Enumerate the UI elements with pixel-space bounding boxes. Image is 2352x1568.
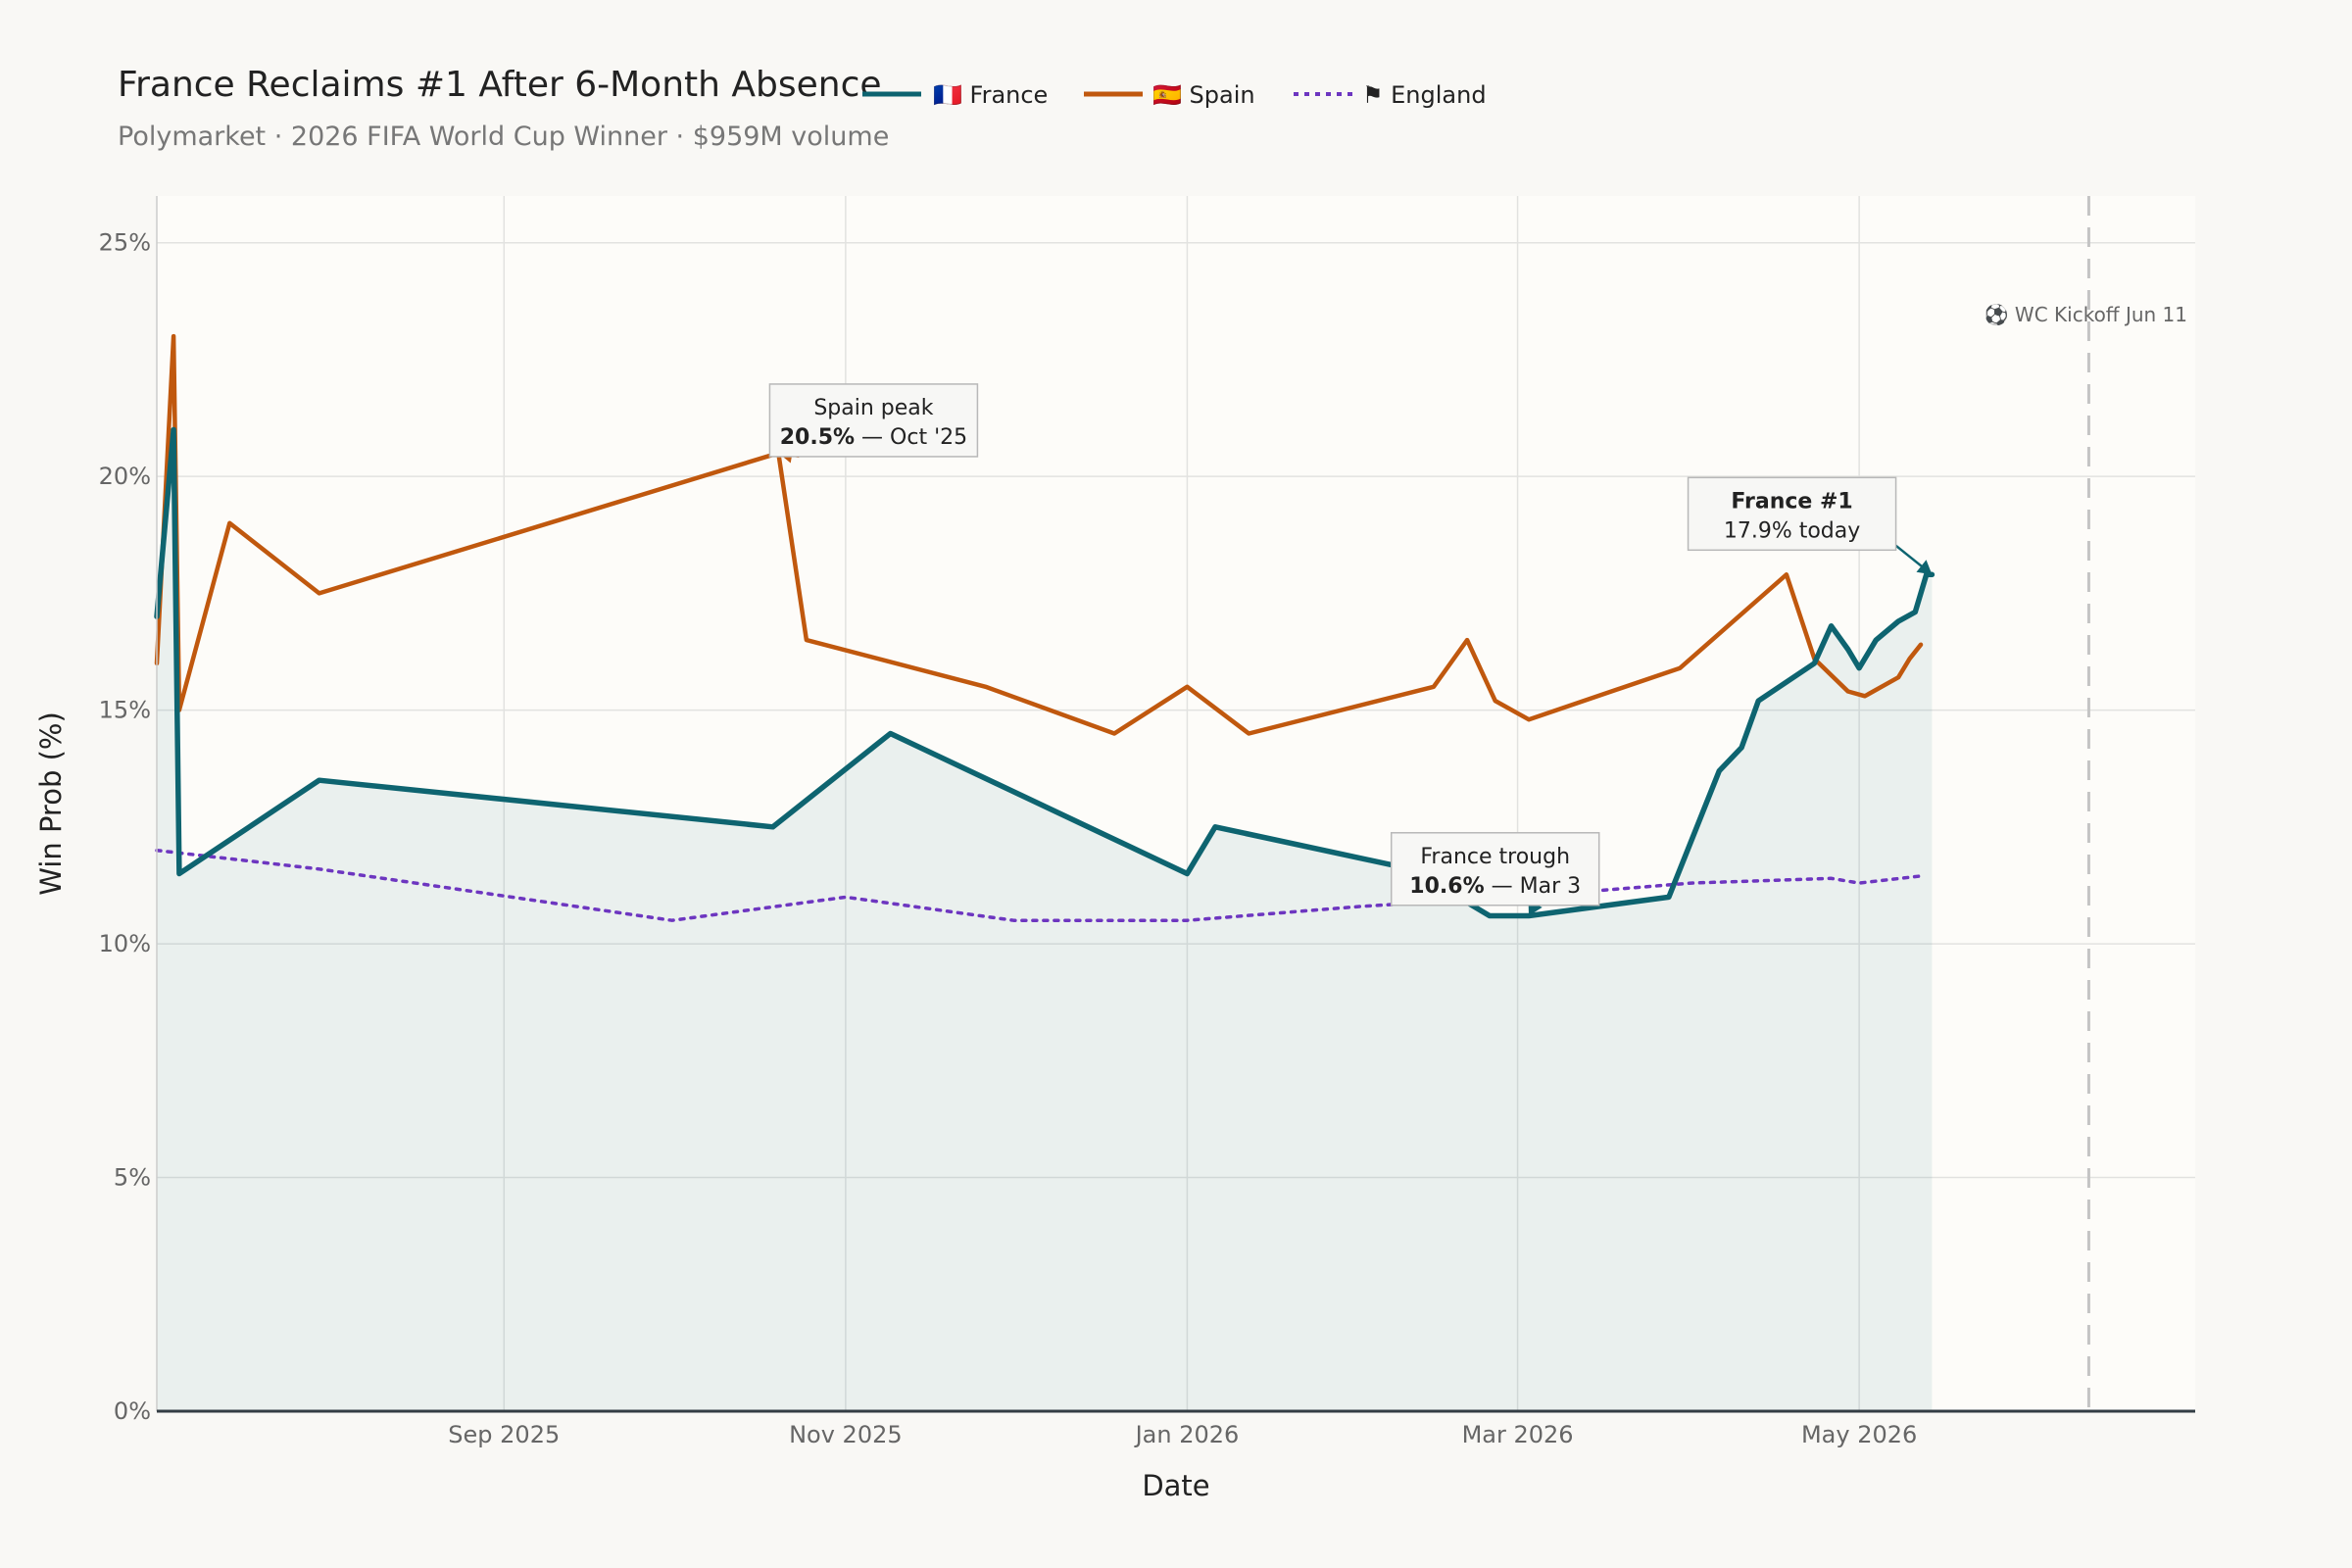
- series-layer: [154, 333, 1936, 922]
- y-tick-label: 0%: [114, 1397, 151, 1425]
- kickoff-marker-label: ⚽ WC Kickoff Jun 11: [1984, 303, 2187, 326]
- france-trough-value: 10.6% — Mar 3: [1409, 874, 1581, 899]
- x-tick-label: Sep 2025: [448, 1421, 560, 1448]
- chart-title: France Reclaims #1 After 6-Month Absence: [118, 65, 882, 105]
- france-trough-title: France trough: [1420, 845, 1570, 869]
- y-tick-label: 10%: [99, 930, 151, 957]
- spain-peak-value-rest: — Oct '25: [855, 425, 967, 450]
- legend-label-england: ⚑ England: [1362, 81, 1487, 109]
- plot-area: [157, 196, 2195, 1411]
- y-tick-labels: 0% 5% 10% 15% 20% 25%: [99, 229, 151, 1425]
- spain-peak-title: Spain peak: [813, 396, 933, 420]
- france-trough-box: [1390, 832, 1600, 906]
- chart-subtitle: Polymarket · 2026 FIFA World Cup Winner …: [118, 122, 889, 152]
- france-trough-value-bold: 10.6%: [1409, 874, 1484, 899]
- x-tick-label: May 2026: [1801, 1421, 1917, 1448]
- x-tick-label: Nov 2025: [789, 1421, 903, 1448]
- y-tick-label: 15%: [99, 697, 151, 724]
- kickoff-marker: ⚽ WC Kickoff Jun 11: [1984, 196, 2187, 1411]
- y-axis-label: Win Prob (%): [34, 711, 68, 896]
- france-trough-value-rest: — Mar 3: [1485, 874, 1581, 899]
- x-axis-label: Date: [1142, 1469, 1209, 1502]
- france-1-value: 17.9% today: [1724, 518, 1860, 543]
- grid: [157, 196, 2195, 1411]
- france-line: [154, 426, 1936, 919]
- legend: 🇫🇷 France 🇪🇸 Spain ⚑ England: [862, 81, 1487, 109]
- france-1-arrow-head: [1916, 560, 1933, 575]
- france-1-title: France #1: [1731, 489, 1852, 514]
- spain-peak-box: [768, 383, 979, 458]
- spain-peak-value: 20.5% — Oct '25: [780, 425, 967, 450]
- spain-peak-value-bold: 20.5%: [780, 425, 855, 450]
- france-1-box: [1687, 476, 1897, 552]
- legend-label-france: 🇫🇷 France: [933, 81, 1048, 109]
- x-tick-labels: Sep 2025 Nov 2025 Jan 2026 Mar 2026 May 2026: [448, 1421, 1917, 1448]
- england-line: [155, 848, 1923, 922]
- y-tick-label: 20%: [99, 463, 151, 490]
- legend-label-spain: 🇪🇸 Spain: [1152, 81, 1255, 109]
- x-tick-label: Mar 2026: [1462, 1421, 1574, 1448]
- y-tick-label: 25%: [99, 229, 151, 257]
- x-tick-label: Jan 2026: [1134, 1421, 1240, 1448]
- spain-line: [154, 333, 1924, 736]
- y-tick-label: 5%: [114, 1164, 151, 1192]
- annotations: Spain peak 20.5% — Oct '25 France trough 10…: [768, 383, 1934, 917]
- france-1-value-rest: 17.9% today: [1724, 518, 1860, 543]
